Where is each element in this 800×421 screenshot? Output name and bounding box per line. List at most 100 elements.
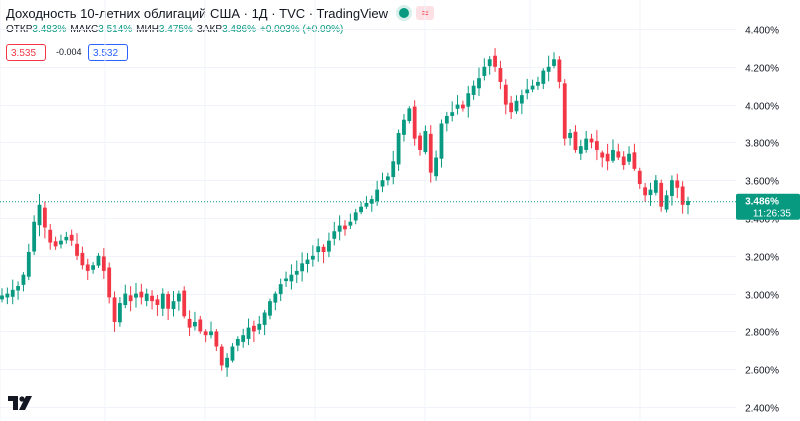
candle-body bbox=[107, 267, 112, 298]
candle-body bbox=[670, 180, 674, 196]
candle bbox=[455, 95, 460, 115]
candle bbox=[64, 231, 69, 244]
candle bbox=[444, 111, 449, 132]
candle bbox=[578, 139, 583, 160]
candle bbox=[85, 258, 90, 280]
candle bbox=[246, 318, 251, 346]
chart-title[interactable]: Доходность 10-летних облигаций США · 1Д … bbox=[6, 5, 389, 21]
candle-body bbox=[686, 200, 690, 206]
candle bbox=[493, 48, 497, 72]
candle bbox=[369, 195, 374, 212]
candle-body bbox=[616, 151, 621, 158]
candle-body bbox=[653, 180, 658, 193]
candle-body bbox=[648, 189, 653, 196]
candle-body bbox=[621, 156, 626, 166]
candle-body bbox=[48, 229, 53, 243]
candle-body bbox=[611, 149, 615, 161]
candle bbox=[48, 223, 53, 250]
candle bbox=[144, 288, 149, 307]
candle bbox=[176, 290, 181, 311]
tradingview-logo-icon[interactable] bbox=[6, 392, 34, 414]
ask-price-box[interactable]: 3.532 bbox=[88, 44, 128, 61]
y-tick-label: 2.600% bbox=[745, 366, 779, 377]
candle bbox=[546, 55, 551, 82]
candle-body bbox=[305, 259, 310, 264]
candle-body bbox=[112, 297, 117, 322]
candle-body bbox=[466, 93, 471, 107]
candle bbox=[0, 288, 4, 303]
candle-body bbox=[407, 108, 412, 122]
candle-body bbox=[69, 234, 74, 241]
y-tick-label: 4.000% bbox=[745, 102, 779, 113]
candle-body bbox=[659, 182, 664, 207]
candle bbox=[477, 67, 481, 97]
candle-body bbox=[144, 293, 149, 301]
candle-body bbox=[310, 255, 315, 260]
candle-body bbox=[487, 59, 492, 67]
candle bbox=[53, 236, 58, 250]
candle bbox=[268, 298, 272, 320]
candle bbox=[391, 150, 396, 185]
candle-body bbox=[235, 338, 240, 346]
candle bbox=[155, 294, 160, 316]
candle bbox=[91, 262, 96, 274]
candle-body bbox=[219, 346, 224, 366]
candle bbox=[353, 208, 358, 225]
candle bbox=[26, 243, 31, 281]
candle-body bbox=[482, 66, 487, 76]
candle-body bbox=[519, 95, 524, 104]
candle bbox=[225, 353, 229, 377]
candle bbox=[680, 181, 685, 214]
candle bbox=[600, 150, 605, 168]
candle-body bbox=[225, 357, 229, 368]
candle-body bbox=[605, 153, 610, 162]
candle bbox=[75, 233, 79, 260]
candle-body bbox=[493, 55, 497, 67]
candle-body bbox=[80, 252, 85, 266]
candle bbox=[123, 284, 128, 309]
candle bbox=[96, 253, 101, 268]
candle-body bbox=[434, 157, 439, 177]
candle-body bbox=[128, 295, 133, 302]
candle bbox=[637, 167, 642, 189]
candle-body bbox=[557, 59, 562, 82]
candle-body bbox=[343, 225, 347, 230]
bid-price-box[interactable]: 3.535 bbox=[6, 44, 46, 61]
candle bbox=[627, 146, 631, 165]
candle-body bbox=[321, 246, 326, 253]
candle-body bbox=[209, 331, 213, 336]
candle bbox=[632, 143, 637, 171]
candle bbox=[203, 329, 208, 343]
candle-body bbox=[337, 225, 342, 232]
candle bbox=[359, 201, 363, 215]
candle bbox=[128, 286, 133, 312]
candle-body bbox=[568, 132, 572, 139]
candle-body bbox=[155, 299, 160, 305]
candle bbox=[166, 291, 171, 320]
candle-body bbox=[171, 301, 176, 310]
candle-body bbox=[402, 119, 406, 135]
candle bbox=[380, 172, 385, 193]
candle bbox=[402, 114, 406, 142]
candle bbox=[294, 260, 299, 284]
candle-body bbox=[428, 133, 433, 173]
candle bbox=[471, 80, 476, 100]
candle bbox=[241, 328, 246, 348]
candle bbox=[187, 310, 192, 337]
candle bbox=[503, 79, 508, 115]
candle bbox=[611, 139, 615, 163]
candle-body bbox=[471, 85, 476, 95]
candle bbox=[509, 95, 514, 120]
candle bbox=[514, 95, 519, 115]
candle-body bbox=[21, 274, 26, 285]
candle bbox=[5, 287, 10, 305]
candle-body bbox=[230, 346, 235, 361]
candle bbox=[573, 125, 578, 153]
candle-body bbox=[268, 301, 272, 316]
candle-body bbox=[251, 325, 256, 332]
candle-body bbox=[530, 85, 535, 90]
candle-body bbox=[594, 141, 599, 150]
y-tick-label: 2.400% bbox=[745, 404, 779, 415]
candle-body bbox=[573, 131, 578, 150]
